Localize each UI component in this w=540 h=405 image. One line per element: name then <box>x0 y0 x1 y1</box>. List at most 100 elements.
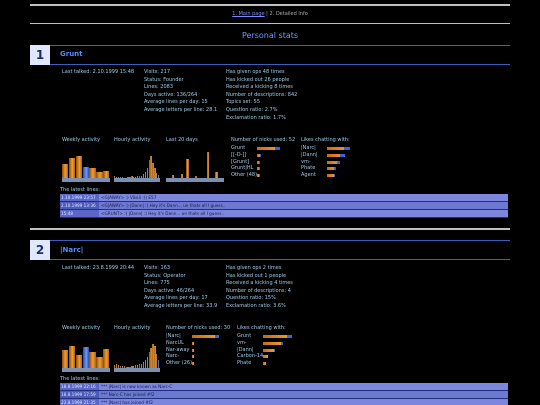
nav-current: 2. Detailed info <box>269 11 308 17</box>
nav-separator: | <box>264 11 270 17</box>
log-time: 15:48 <box>60 210 99 217</box>
latest-lines-label: The latest lines: <box>60 376 100 382</box>
share-bar-secondary <box>258 167 260 171</box>
activity-bar <box>75 355 82 368</box>
activity-bar <box>152 344 154 368</box>
nicks-used-label: Number of nicks used: 30 <box>166 325 231 331</box>
section-rule <box>50 259 510 260</box>
share-bar <box>263 341 284 345</box>
list-item-label: |Dann| <box>301 151 318 158</box>
activity-bar <box>180 174 183 178</box>
activity-bar <box>115 176 118 178</box>
share-bar-secondary <box>339 153 345 157</box>
activity-bar <box>62 163 69 178</box>
activity-bar <box>103 170 110 178</box>
activity-bar <box>117 177 120 178</box>
table-row: 18.8.1999 22:16 *** |Narc| is now known a… <box>60 383 508 391</box>
list-item-label: Narc- <box>166 353 180 360</box>
list-item: Other (48) <box>231 172 297 179</box>
chart-axis <box>114 178 160 182</box>
share-bar-secondary <box>214 335 219 338</box>
weekly-chart <box>62 336 110 372</box>
activity-bar <box>131 366 133 368</box>
list-item-label: |Dann| <box>237 346 254 353</box>
list-item: |Dann| <box>237 347 307 354</box>
share-bar <box>257 153 261 157</box>
activity-bar <box>89 168 96 178</box>
chart-axis <box>62 368 110 372</box>
chart-axis <box>114 368 160 372</box>
stats-col-2: Visits: 217 Status: Founder Lines: 2083 … <box>144 69 218 113</box>
activity-bar <box>215 171 218 178</box>
table-row: 23.8.1999 21:35 *** |Narc| has joined #f2 <box>60 399 508 405</box>
share-bar <box>263 335 292 338</box>
activity-bar <box>150 348 152 368</box>
activity-bar <box>156 172 158 178</box>
nicks-used-label: Number of nicks used: 52 <box>231 137 296 143</box>
share-bar-secondary <box>259 160 261 164</box>
log-time: 1.10.1999 23:57 <box>60 194 99 201</box>
activity-bar <box>148 352 150 368</box>
section-name: Grunt <box>60 50 83 58</box>
list-item: Nar-away <box>166 347 232 354</box>
list-item: Grunt <box>237 333 307 340</box>
share-bar-secondary <box>260 153 261 157</box>
last-talked: Last talked: 2.10.1999 15:48 <box>62 69 135 75</box>
activity-bar <box>127 367 129 368</box>
activity-bar <box>166 177 169 178</box>
breadcrumb: 1. Main page | 2. Detailed info <box>0 11 540 17</box>
activity-bar <box>150 155 152 178</box>
activity-bar <box>121 177 123 178</box>
list-item: [Grunt] <box>231 159 297 166</box>
share-bar <box>327 153 345 157</box>
activity-bar <box>96 172 103 178</box>
log-time: 18.8.1999 17:59 <box>60 391 99 398</box>
activity-bar <box>135 176 137 178</box>
activity-bar <box>138 176 141 178</box>
share-bar <box>327 174 335 178</box>
activity-bar <box>131 176 133 178</box>
activity-bar <box>174 177 177 178</box>
stats-col-3: Has given ops 2 times Has kicked out 1 p… <box>226 265 293 309</box>
list-item-label: Grunt|HL <box>231 165 254 172</box>
share-bar-secondary <box>281 341 284 345</box>
latest-lines-label: The latest lines: <box>60 187 100 193</box>
chatting-list: Grunt vm- |Dann| Carbon-14 Phate <box>237 333 307 367</box>
activity-bar <box>68 158 76 178</box>
list-item: vm- <box>301 159 361 166</box>
main-page-link[interactable]: 1. Main page <box>232 11 265 17</box>
log-message: <GRUNT> :) |Dann| :) Hey it's Dann... un… <box>99 210 508 217</box>
last-20-days-label: Last 20 days <box>166 137 198 143</box>
nicks-list: Grunt [[-D-]] [Grunt] Grunt|HL Other (48) <box>231 145 297 179</box>
activity-bar <box>115 364 118 368</box>
page-title: Personal stats <box>241 31 299 40</box>
share-bar-secondary <box>343 147 351 150</box>
activity-bar <box>221 177 224 178</box>
list-item-label: Agent <box>301 172 316 179</box>
last-20-days-chart <box>166 146 224 182</box>
last-talked: Last talked: 23.8.1999 20:44 <box>62 265 135 271</box>
share-bar-secondary <box>333 174 335 178</box>
section-divider <box>30 228 510 230</box>
activity-bar <box>140 175 143 178</box>
activity-bar <box>192 177 195 178</box>
log-message: *** Narc-C has joined #f2 <box>99 391 508 398</box>
list-item: Carbon-14 <box>237 353 307 360</box>
list-item-label: Nar-away <box>166 346 190 353</box>
activity-bar <box>89 352 96 368</box>
list-item: Narc- <box>166 353 232 360</box>
section-rule <box>50 45 510 46</box>
activity-bar <box>148 160 150 178</box>
chatting-list: |Narc| |Dann| vm- Phate Agent <box>301 145 361 179</box>
list-item-label: |Narc| <box>301 145 316 151</box>
activity-bar <box>197 177 201 178</box>
list-item: Phate <box>301 165 361 172</box>
log-time: 23.8.1999 21:35 <box>60 399 99 405</box>
weekly-chart <box>62 146 110 182</box>
activity-bar <box>137 176 139 178</box>
share-bar <box>192 335 219 338</box>
stats-col-2: Visits: 163 Status: Operator Lines: 775 … <box>144 265 218 309</box>
list-item-label: Grunt <box>231 145 246 151</box>
chart-axis <box>166 178 224 182</box>
list-item-label: NarcUL <box>166 339 184 346</box>
